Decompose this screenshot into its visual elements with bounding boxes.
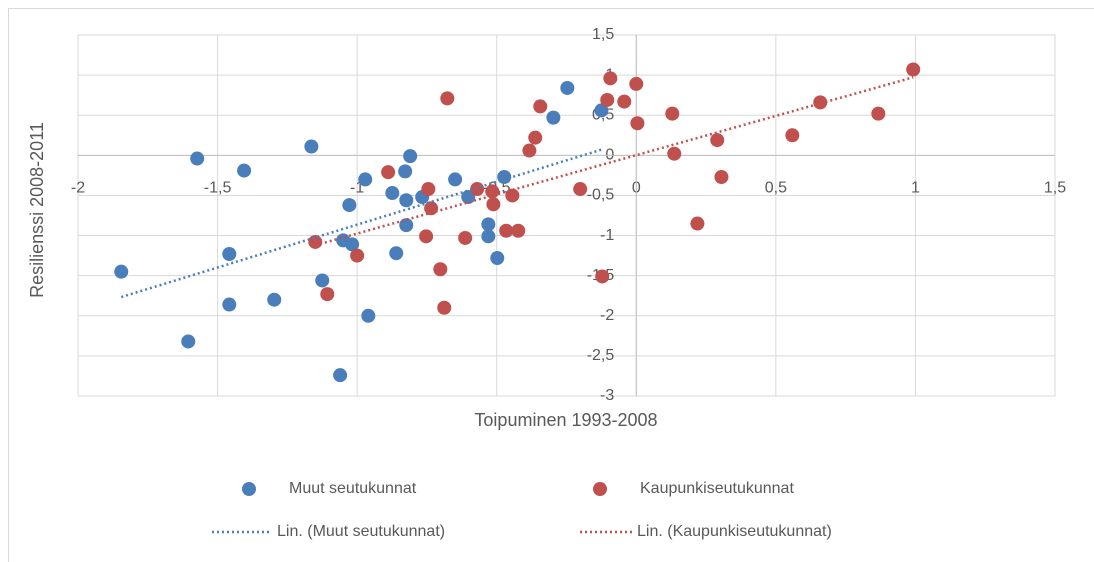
point [358, 172, 373, 187]
y-tick-label: -2 [600, 307, 614, 324]
point [490, 251, 505, 266]
point [710, 133, 725, 148]
point [345, 237, 360, 252]
x-tick-label: 1,5 [1044, 180, 1066, 197]
point [458, 230, 473, 245]
point [222, 297, 237, 312]
point [308, 234, 323, 249]
point [320, 287, 335, 302]
point [315, 273, 330, 288]
point [304, 139, 319, 154]
point [440, 91, 455, 106]
point [433, 262, 448, 277]
y-axis-title: Resilienssi 2008-2011 [27, 122, 47, 298]
y-tick-label: -0,5 [587, 187, 615, 204]
point [437, 300, 452, 315]
point [546, 110, 561, 125]
x-tick-label: -1,5 [204, 180, 232, 197]
point [533, 99, 548, 114]
point [361, 308, 376, 323]
point [481, 217, 496, 232]
point [350, 248, 365, 263]
legend-label: Kaupunkiseutukunnat [640, 480, 794, 497]
point [181, 334, 196, 349]
y-tick-label: -2,5 [587, 347, 615, 364]
point [485, 184, 500, 199]
x-axis-title: Toipuminen 1993-2008 [474, 410, 657, 430]
point [486, 197, 501, 212]
point [871, 106, 886, 121]
point [630, 116, 645, 131]
trendline [120, 148, 602, 299]
x-tick-label: 0,5 [765, 180, 787, 197]
point [629, 76, 644, 91]
point [560, 80, 575, 95]
point [403, 149, 418, 164]
point [573, 182, 588, 197]
legend-label: Lin. (Kaupunkiseutukunnat) [637, 523, 832, 540]
legend-label: Muut seutukunnat [289, 480, 417, 497]
point [690, 216, 705, 231]
point [342, 198, 357, 213]
point [389, 246, 404, 261]
point [399, 193, 414, 208]
point [528, 130, 543, 145]
point [667, 146, 682, 161]
x-tick-label: 1 [911, 180, 920, 197]
point [398, 164, 413, 179]
legend-marker [593, 482, 607, 496]
legend-marker [242, 482, 256, 496]
point [522, 143, 537, 158]
point [505, 188, 520, 203]
point [600, 92, 615, 107]
point [222, 247, 237, 262]
y-tick-label: -3 [600, 387, 614, 404]
point [399, 218, 414, 233]
x-tick-label: -2 [71, 180, 85, 197]
point [714, 169, 729, 184]
y-tick-label: 1,5 [592, 26, 614, 43]
point [381, 165, 396, 180]
point [481, 229, 496, 244]
point [419, 229, 434, 244]
point [665, 106, 680, 121]
point [190, 151, 205, 166]
point [594, 103, 609, 118]
point [906, 62, 921, 77]
point [385, 186, 400, 201]
legend-label: Lin. (Muut seutukunnat) [277, 523, 445, 540]
point [267, 292, 282, 307]
point [421, 182, 436, 197]
point [595, 269, 610, 284]
trendline [314, 76, 914, 247]
point [114, 264, 129, 279]
point [785, 128, 800, 143]
point [511, 223, 526, 238]
point [603, 71, 618, 86]
point [333, 368, 348, 383]
point [617, 94, 632, 109]
point [237, 163, 252, 178]
y-tick-label: -1 [600, 227, 614, 244]
point [499, 223, 514, 238]
point [424, 201, 439, 216]
point [813, 95, 828, 110]
point [461, 190, 476, 205]
point [448, 172, 463, 187]
